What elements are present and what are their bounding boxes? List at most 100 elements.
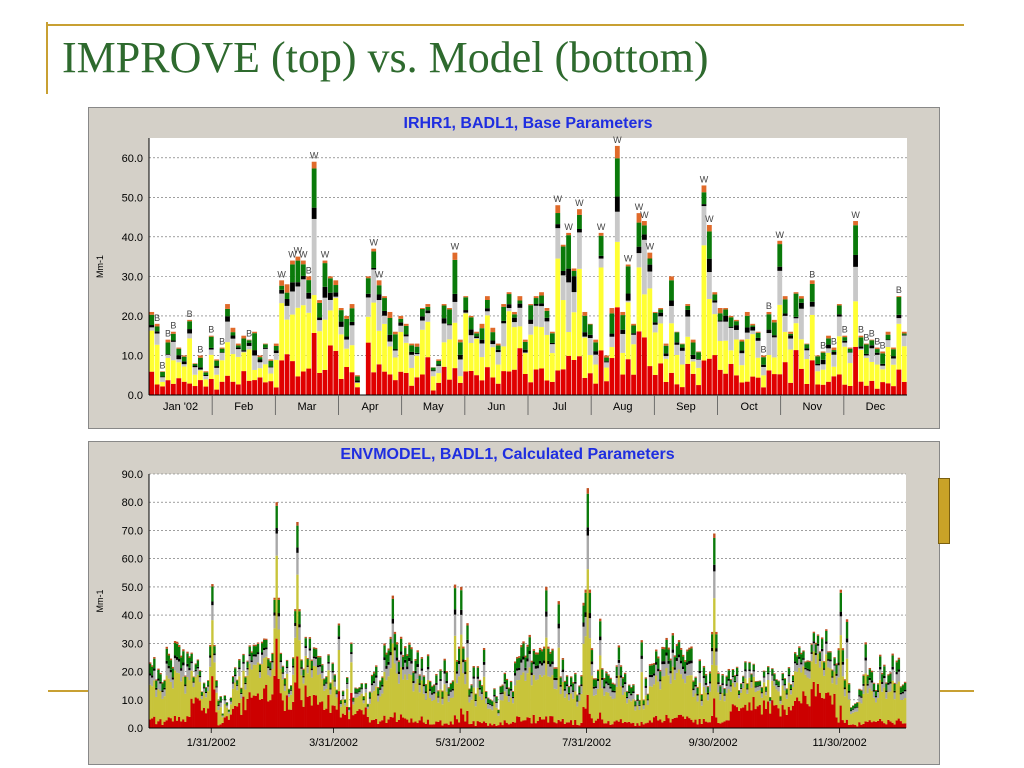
y-tick-label: 30.0 [122, 271, 143, 283]
bar-segment [598, 235, 604, 256]
area-segment [731, 669, 735, 676]
area-segment [893, 724, 896, 728]
area-segment [294, 609, 297, 612]
area-segment [800, 662, 803, 665]
model-stacked-area-chart: ENVMODEL, BADL1, Calculated Parameters0.… [95, 446, 907, 749]
area-segment [167, 717, 171, 728]
bar-segment [728, 317, 734, 327]
bar-segment [853, 266, 858, 302]
bar-segment [582, 377, 588, 395]
bar-segment [788, 333, 793, 336]
area-segment [725, 693, 728, 721]
area-segment [159, 672, 162, 675]
area-segment [312, 658, 316, 666]
stacked-bar [322, 260, 328, 395]
area-segment [696, 687, 699, 694]
flag-label: W [613, 135, 622, 145]
area-segment [874, 702, 878, 722]
area-segment [798, 701, 801, 728]
area-segment [532, 650, 536, 662]
bar-segment [652, 324, 658, 333]
bar-segment [549, 381, 555, 395]
area-segment [290, 685, 293, 686]
area-segment [621, 687, 625, 696]
bar-segment [517, 348, 523, 395]
bar-segment [506, 308, 512, 312]
area-segment [331, 672, 334, 680]
area-segment [292, 674, 295, 702]
area-segment [308, 638, 312, 649]
area-segment [777, 691, 780, 709]
bar-segment [208, 347, 214, 350]
bar-segment [468, 335, 474, 343]
bar-segment [170, 331, 176, 334]
area-segment [431, 685, 434, 687]
area-segment [509, 723, 513, 728]
bar-segment [799, 308, 804, 340]
area-segment [677, 640, 681, 643]
bar-segment [701, 206, 707, 246]
area-segment [520, 675, 523, 722]
area-segment [518, 667, 521, 671]
stacked-bar [614, 145, 620, 395]
bar-segment [598, 258, 604, 268]
area-segment [178, 646, 181, 659]
area-segment [460, 614, 463, 635]
area-segment [204, 686, 208, 688]
bar-segment [490, 332, 496, 341]
stacked-bar [712, 292, 718, 395]
area-segment [383, 715, 386, 728]
bar-segment [349, 372, 355, 395]
area-segment [163, 689, 166, 697]
bar-segment [874, 388, 880, 395]
bar-segment [750, 325, 756, 327]
area-segment [358, 687, 361, 688]
area-segment [756, 680, 760, 682]
area-segment [694, 676, 697, 678]
area-segment [580, 722, 583, 728]
area-segment [534, 668, 538, 681]
area-segment [576, 695, 579, 701]
area-segment [393, 650, 397, 664]
area-segment [404, 674, 407, 719]
area-segment [302, 677, 305, 684]
area-segment [845, 719, 849, 728]
bar-segment [528, 305, 534, 320]
area-segment [298, 611, 301, 625]
area-segment [816, 683, 820, 728]
stacked-bar [506, 292, 512, 395]
y-tick-label: 30.0 [122, 638, 143, 650]
area-segment [628, 685, 631, 692]
area-segment [507, 724, 511, 728]
bar-segment [512, 311, 517, 315]
area-segment [399, 654, 403, 668]
area-segment [256, 652, 260, 655]
stacked-bar [593, 339, 599, 395]
bar-segment [300, 371, 306, 395]
bar-segment [652, 312, 658, 323]
area-segment [314, 658, 318, 667]
area-segment [265, 639, 268, 648]
area-segment [348, 719, 351, 728]
area-segment [856, 707, 859, 712]
bar-segment [712, 355, 718, 395]
area-segment [476, 676, 480, 679]
bar-segment [636, 331, 642, 395]
area-segment [559, 677, 563, 685]
stacked-bar [717, 308, 723, 395]
area-segment [207, 685, 210, 687]
area-segment [476, 687, 480, 722]
area-segment [236, 690, 239, 707]
flag-label: B [306, 265, 312, 275]
area-segment [557, 628, 560, 648]
bar-segment [739, 339, 745, 342]
area-segment [186, 666, 189, 677]
area-segment [609, 686, 612, 689]
area-segment [308, 648, 312, 651]
area-segment [719, 692, 722, 694]
area-segment [785, 689, 789, 694]
flag-label: W [700, 174, 709, 184]
area-segment [798, 656, 801, 659]
area-segment [173, 658, 177, 671]
stacked-bar [430, 367, 436, 395]
